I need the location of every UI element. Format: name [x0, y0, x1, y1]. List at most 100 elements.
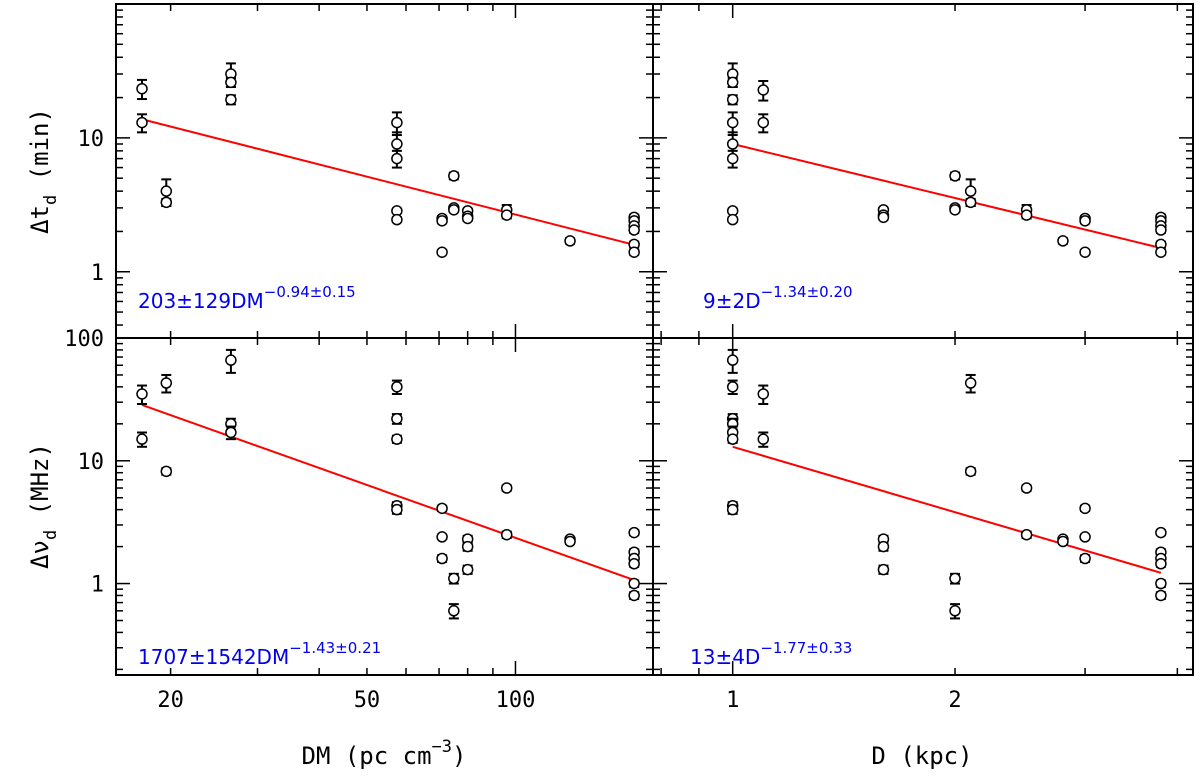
data-point	[1020, 209, 1033, 221]
data-point	[949, 204, 961, 216]
data-point	[1079, 502, 1091, 515]
fit-label-top-right-base: 9±2D	[703, 289, 761, 313]
data-point	[757, 433, 770, 445]
fit-line	[141, 404, 635, 582]
data-point	[726, 93, 739, 106]
data-point	[448, 605, 460, 617]
data-point	[564, 535, 576, 548]
data-point	[1079, 215, 1091, 227]
data-point	[225, 426, 237, 439]
data-point	[726, 381, 739, 393]
panel-frame-top-left	[115, 3, 654, 339]
x-tick-label-right: 1	[726, 688, 739, 713]
fit-label-top-left-base: 203±129DM	[138, 289, 264, 313]
fit-label-top-left: 203±129DM−0.94±0.15	[138, 283, 356, 313]
fit-line	[141, 118, 635, 246]
data-point	[628, 224, 640, 236]
data-point	[1079, 552, 1091, 565]
data-point	[136, 116, 148, 129]
data-point	[628, 589, 640, 602]
data-point	[1057, 535, 1069, 548]
data-point	[500, 482, 513, 494]
data-point	[391, 116, 403, 129]
data-point	[877, 563, 890, 576]
data-layer	[136, 62, 1167, 620]
panel-frame-bottom-right	[652, 337, 1194, 676]
data-point	[628, 557, 640, 570]
data-point	[391, 433, 403, 445]
data-point	[436, 552, 448, 565]
fit-label-bottom-left: 1707±1542DM−1.43±0.21	[138, 639, 381, 669]
data-point	[964, 196, 977, 209]
data-point	[1020, 528, 1033, 541]
data-point	[160, 185, 173, 197]
data-point	[757, 388, 770, 400]
data-point	[1079, 246, 1091, 258]
data-point	[461, 563, 474, 576]
data-point	[949, 572, 961, 585]
data-point	[726, 152, 739, 165]
data-point	[726, 213, 739, 226]
data-point	[1155, 526, 1167, 539]
data-point	[628, 577, 640, 590]
panel-top-left	[136, 62, 640, 258]
data-point	[448, 572, 460, 585]
data-point	[564, 235, 576, 247]
data-point	[1155, 246, 1167, 258]
panel-frame-top-right	[652, 3, 1194, 339]
data-point	[391, 213, 403, 226]
data-point	[877, 540, 890, 553]
data-point	[461, 540, 474, 553]
data-point	[757, 116, 770, 129]
panel-frame-bottom-left	[115, 337, 654, 676]
ticks-layer: 1 10 1 10 100 20 50 100 1 2	[64, 3, 1193, 713]
y-tick-label-top: 1	[91, 261, 104, 286]
frames-layer	[115, 3, 1194, 676]
data-point	[1079, 531, 1091, 543]
y-axis-title-bottom-suffix: (MHz)	[26, 443, 54, 530]
data-point	[949, 170, 961, 182]
y-axis-title-top-main: Δt	[26, 205, 54, 234]
data-point	[225, 93, 237, 106]
fit-line	[732, 143, 1162, 249]
fit-label-top-left-exp: −0.94±0.15	[264, 283, 356, 301]
x-tick-label-left: 20	[157, 688, 184, 713]
data-point	[877, 211, 890, 224]
x-axis-title-left: DM (pc cm−3)	[302, 737, 467, 770]
x-axis-title-left-exp: −3	[432, 737, 452, 757]
data-point	[391, 152, 403, 165]
panel-top-right	[726, 62, 1167, 258]
data-point	[726, 116, 739, 129]
panel-bottom-right	[726, 348, 1167, 620]
data-point	[628, 246, 640, 258]
data-point	[160, 377, 173, 389]
panel-bottom-left	[136, 348, 640, 620]
y-axis-title-bottom: Δνd (MHz)	[26, 443, 61, 569]
data-point	[391, 381, 403, 393]
x-axis-title-left-close: )	[452, 742, 466, 770]
data-point	[391, 412, 403, 425]
y-axis-title-bottom-main: Δν	[26, 540, 54, 569]
data-point	[225, 76, 237, 89]
data-point	[160, 196, 173, 209]
fit-label-top-right-exp: −1.34±0.20	[761, 283, 853, 301]
data-point	[726, 76, 739, 89]
y-tick-label-bottom: 1	[91, 573, 104, 598]
data-point	[964, 465, 977, 478]
x-tick-label-right: 2	[948, 688, 961, 713]
fit-label-bottom-right-base: 13±4D	[690, 645, 760, 669]
data-point	[1155, 224, 1167, 236]
data-point	[500, 209, 513, 221]
y-axis-title-top-suffix: (min)	[26, 108, 54, 195]
fit-label-bottom-right: 13±4D−1.77±0.33	[690, 639, 852, 669]
data-point	[160, 465, 173, 478]
data-point	[757, 84, 770, 96]
fit-label-top-right: 9±2D−1.34±0.20	[703, 283, 853, 313]
data-point	[628, 526, 640, 539]
data-point	[726, 433, 739, 445]
data-point	[436, 531, 448, 543]
data-point	[391, 138, 403, 150]
y-tick-label-top: 10	[78, 127, 105, 152]
x-axis-title-left-main: DM (pc cm	[302, 742, 432, 770]
